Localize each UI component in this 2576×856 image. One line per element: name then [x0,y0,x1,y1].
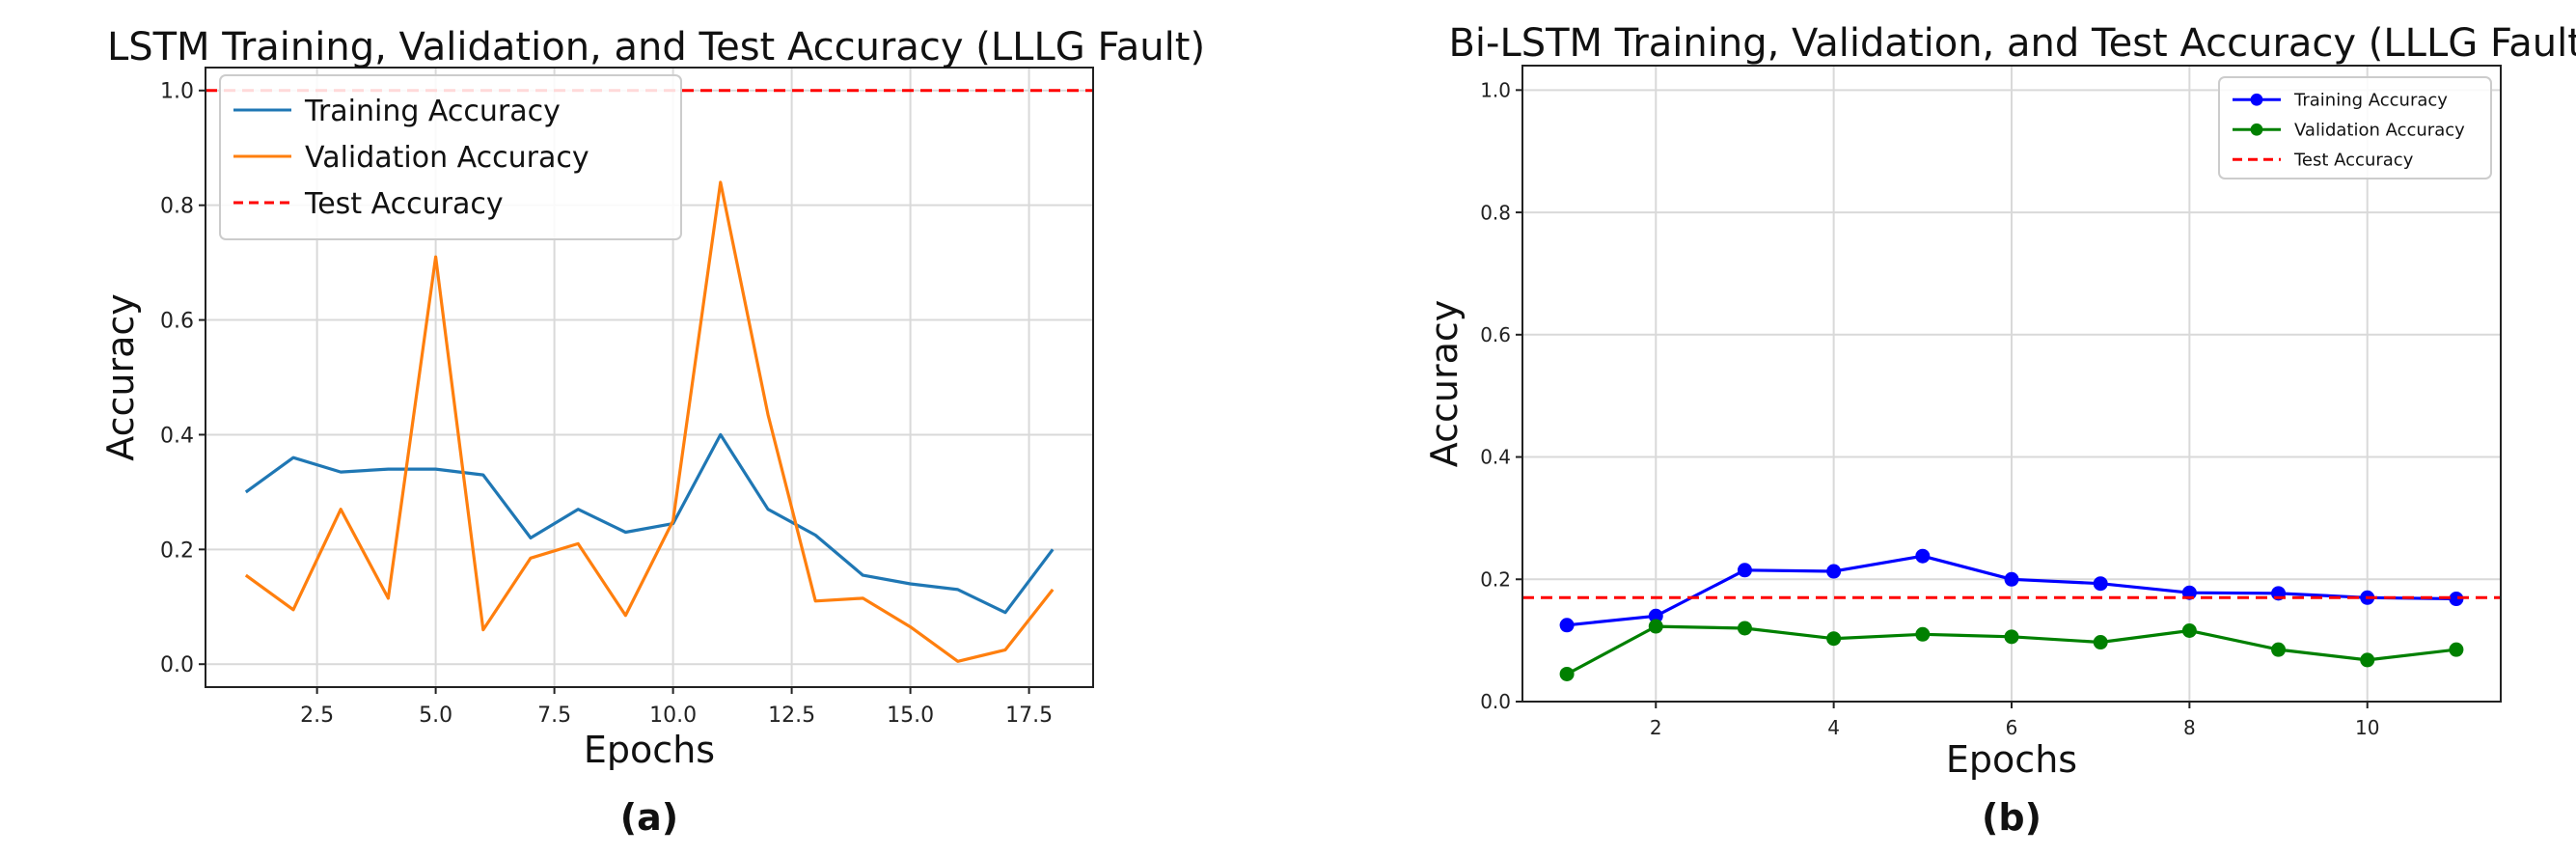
validation-accuracy-point [1737,621,1752,636]
y-tick-label: 0.8 [160,195,194,219]
legend-label-training-accuracy: Training Accuracy [304,95,561,128]
y-axis-label: Accuracy [99,293,142,461]
training-accuracy-point [2449,592,2464,607]
x-tick-label: 8 [2183,716,2196,739]
training-accuracy-point [1559,618,1575,633]
y-tick-label: 0.0 [1480,690,1511,713]
y-axis-label: Accuracy [1423,300,1466,468]
legend-label-validation-accuracy: Validation Accuracy [2294,121,2465,141]
training-accuracy-point [2093,576,2108,592]
x-tick-label: 10.0 [649,704,697,728]
y-tick-label: 0.0 [160,653,194,677]
y-tick-label: 0.8 [1480,201,1511,224]
y-tick-label: 1.0 [160,80,194,104]
y-tick-label: 0.2 [160,538,194,563]
chart-title: Bi-LSTM Training, Validation, and Test A… [1448,21,2576,66]
training-accuracy-line [244,432,1055,615]
validation-accuracy-line [244,180,1055,663]
training-accuracy-point [1648,608,1663,623]
y-tick-label: 0.4 [160,424,194,448]
validation-accuracy-point [2093,635,2108,650]
x-tick-label: 5.0 [419,704,452,728]
axes-frame [205,67,1094,688]
x-tick-label: 12.5 [768,704,815,728]
validation-accuracy-point [2181,622,2197,638]
y-tick-label: 0.6 [1480,323,1511,346]
legend-label-validation-accuracy: Validation Accuracy [305,141,589,175]
y-tick-label: 0.4 [1480,446,1511,469]
validation-accuracy-point [1915,626,1931,642]
legend-box [2218,76,2492,179]
x-tick-label: 10 [2355,716,2379,739]
legend-label-test-accuracy: Test Accuracy [2293,151,2414,171]
validation-accuracy-point [2271,642,2287,657]
legend-label-training-accuracy: Training Accuracy [2293,91,2448,111]
validation-accuracy-point [1648,619,1663,634]
legend: Training Accuracy Validation Accuracy Test… [219,74,682,240]
x-tick-label: 7.5 [537,704,571,728]
validation-accuracy-point [2004,629,2019,645]
legend-label-test-accuracy: Test Accuracy [304,187,504,221]
training-accuracy-point [1915,548,1931,564]
chart-title: LSTM Training, Validation, and Test Accu… [107,25,1205,69]
panel-label: (a) [620,796,678,839]
validation-accuracy-point [1826,631,1842,647]
x-tick-label: 17.5 [1005,704,1053,728]
chart-panel-b: 2 4 6 8 10 0.0 0.2 0.4 0.6 0.8 1.0 Epochs Accuracy Bi… [1423,21,2576,839]
x-tick-label: 6 [2006,716,2018,739]
validation-accuracy-point [2449,642,2464,657]
chart-panel-a: 2.5 5.0 7.5 10.0 12.5 15.0 17.5 0.0 0.2 0.4 0.6 0.8… [99,25,1205,839]
training-accuracy-point [2004,571,2019,587]
panel-label: (b) [1982,796,2042,839]
x-tick-label: 4 [1827,716,1840,739]
validation-accuracy-point [1559,666,1575,681]
legend-marker-training-accuracy [2250,93,2263,106]
legend-marker-validation-accuracy [2250,123,2263,136]
y-tick-label: 1.0 [1480,79,1511,102]
x-tick-label: 2.5 [300,704,334,728]
validation-accuracy-point [2360,652,2375,668]
y-tick-label: 0.6 [160,309,194,333]
x-axis-label: Epochs [584,729,715,771]
legend-box [219,74,682,240]
y-tick-label: 0.2 [1480,567,1511,591]
x-tick-label: 2 [1650,716,1662,739]
training-accuracy-point [1826,564,1842,579]
x-axis-label: Epochs [1946,738,2077,781]
training-accuracy-point [1737,563,1752,578]
x-tick-label: 15.0 [887,704,934,728]
legend: Training Accuracy Validation Accuracy Test… [2218,76,2492,179]
